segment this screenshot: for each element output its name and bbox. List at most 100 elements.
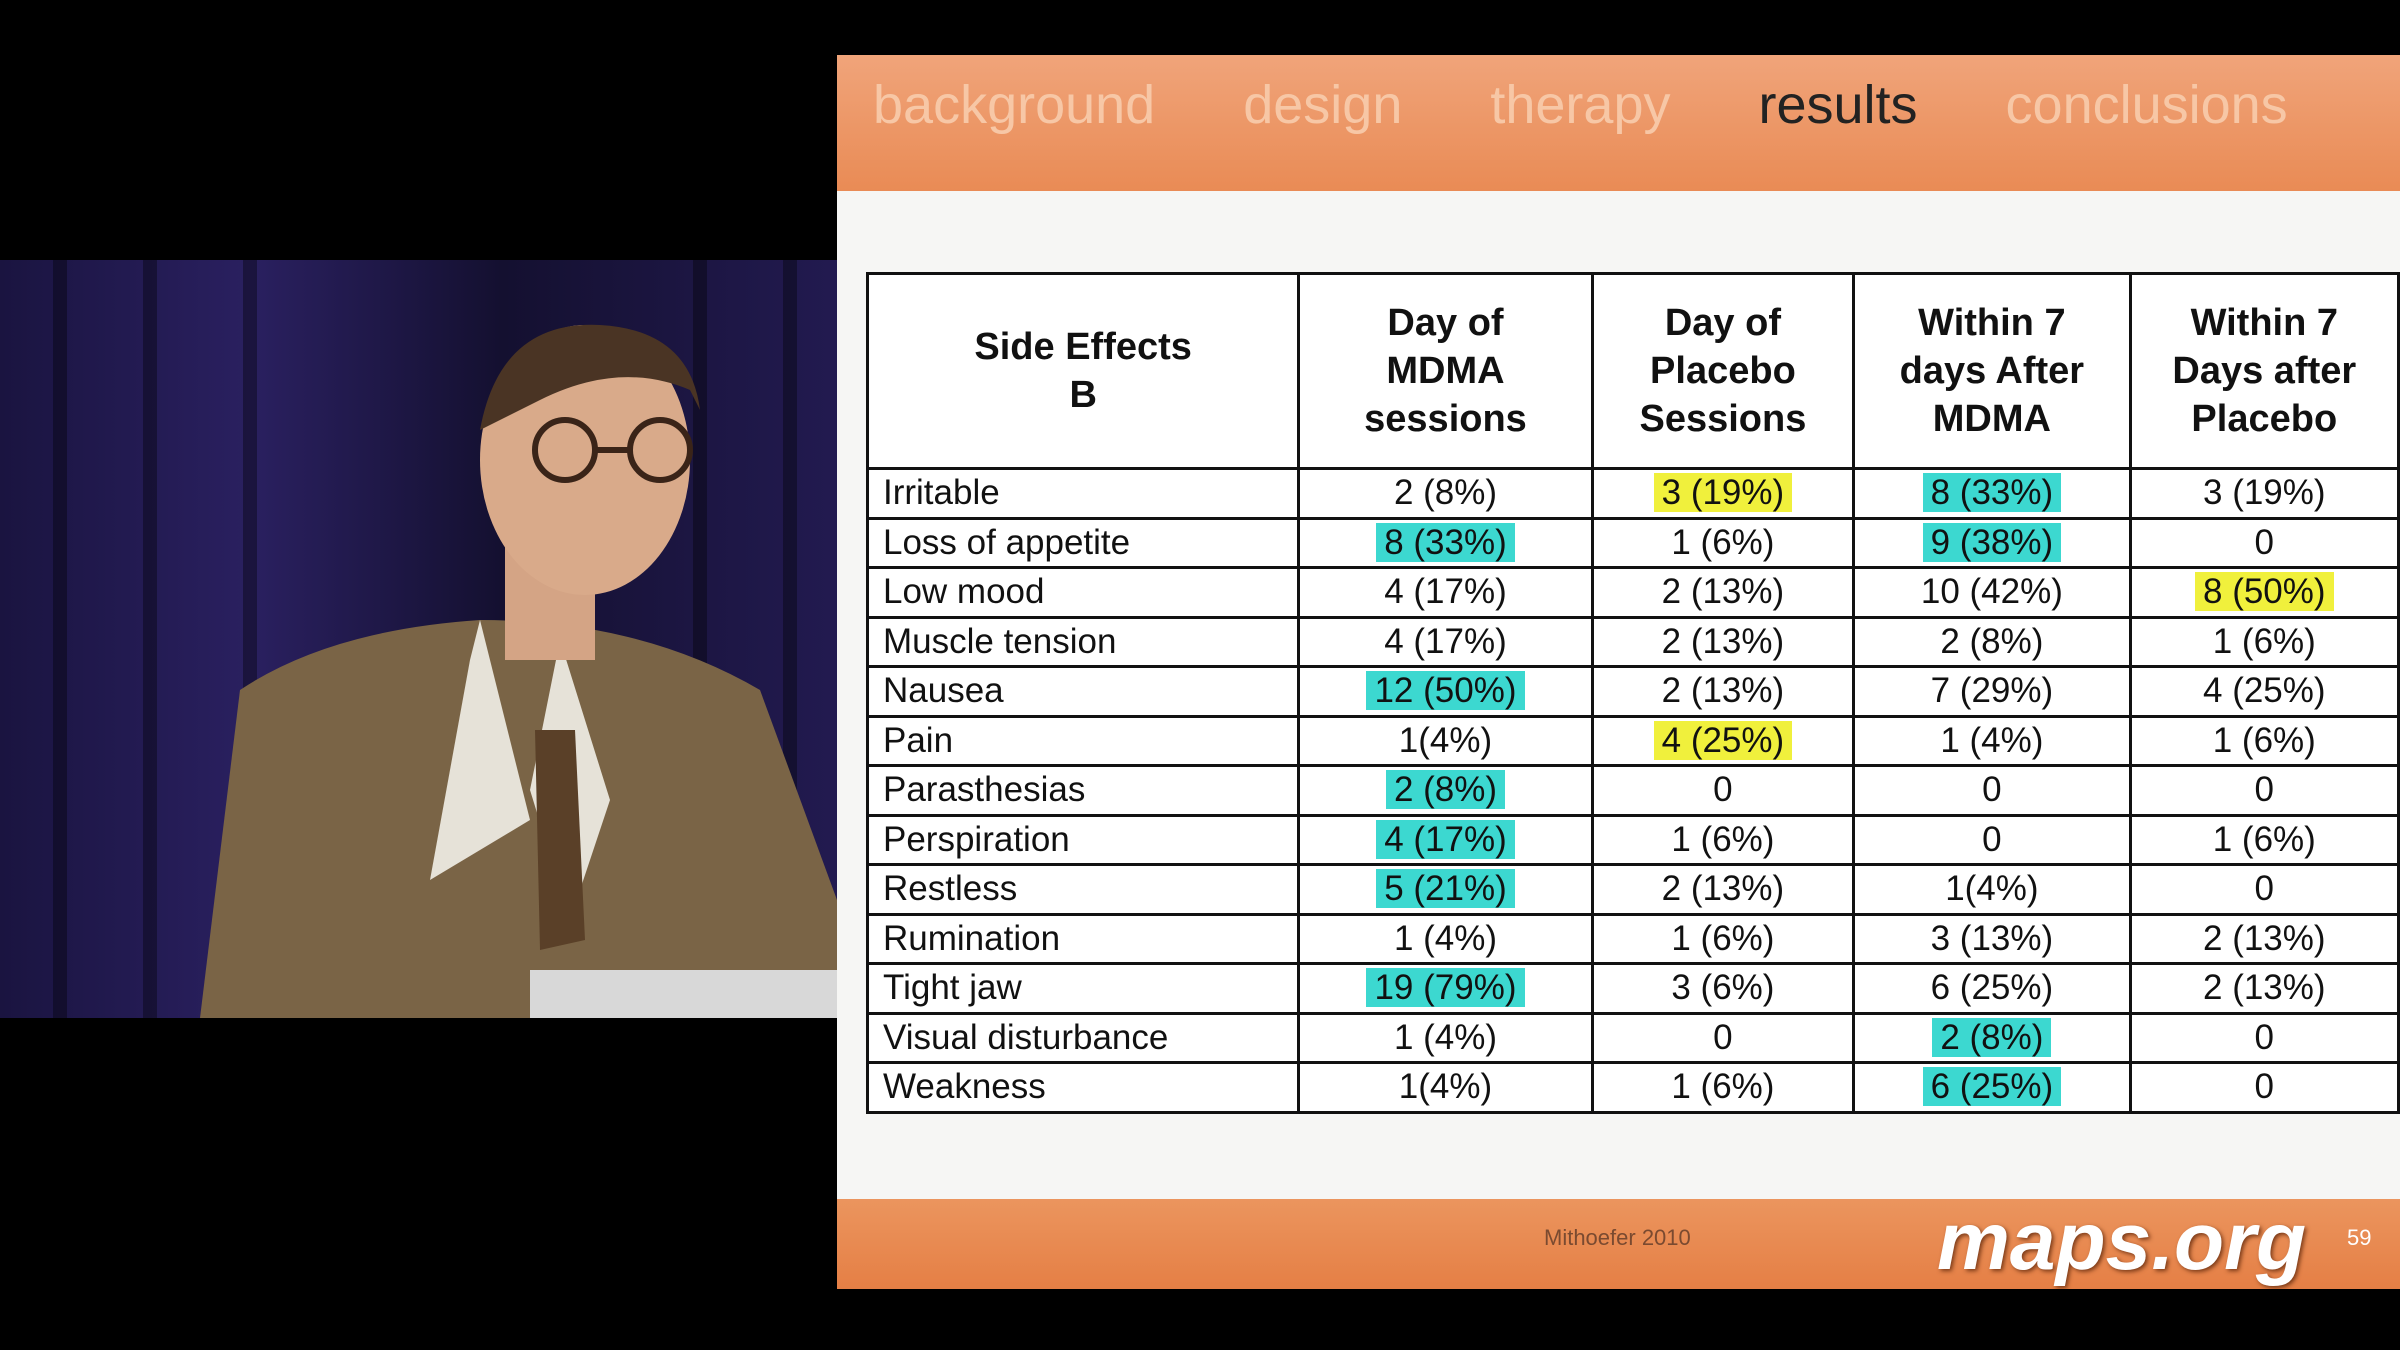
- cell-text: 0: [1713, 770, 1733, 810]
- cell-text: 2 (13%): [1661, 621, 1785, 661]
- table-row: Low mood 4 (17%) 2 (13%) 10 (42%) 8 (50%): [865, 566, 2400, 619]
- table-cell: 1 (6%): [1590, 1061, 1856, 1114]
- cell-text: 1 (4%): [1940, 720, 2044, 760]
- cell-text: 0: [2254, 522, 2275, 562]
- nav-item: therapy: [1490, 75, 1671, 135]
- table-row: Pain 1(4%) 4 (25%) 1 (4%) 1 (6%): [865, 714, 2400, 767]
- table-row: Parasthesias 2 (8%) 0 0 0: [865, 764, 2400, 817]
- table-cell: 1(4%): [1297, 714, 1594, 767]
- table-cell: 1(4%): [1852, 863, 2132, 916]
- cell-text: 1 (4%): [1393, 1017, 1498, 1057]
- table-cell: 1 (6%): [2128, 615, 2400, 668]
- cell-text: 1 (6%): [1671, 1067, 1775, 1107]
- table-cell: 0: [2128, 1011, 2400, 1064]
- cell-text: 0: [2254, 869, 2275, 909]
- citation: Mithoefer 2010: [1544, 1225, 1691, 1250]
- table-cell: 0: [2128, 1061, 2400, 1114]
- table-body: Irritable 2 (8%) 3 (19%) 8 (33%) 3 (19%) Loss…: [865, 467, 2400, 1114]
- table-row: Tight jaw 19 (79%) 3 (6%) 6 (25%) 2 (13%): [865, 962, 2400, 1015]
- column-header: Side Effects B: [865, 272, 1301, 470]
- cell-text: 8 (50%): [2195, 572, 2334, 612]
- cell-text: 9 (38%): [1922, 522, 2062, 562]
- cell-text: 4 (25%): [1653, 720, 1793, 760]
- table-row: Perspiration 4 (17%) 1 (6%) 0 1 (6%): [865, 813, 2400, 866]
- table-cell: 5 (21%): [1297, 863, 1594, 916]
- table-cell: 0: [1590, 764, 1856, 817]
- cell-text: 0: [1982, 770, 2002, 810]
- table-row: Irritable 2 (8%) 3 (19%) 8 (33%) 3 (19%): [865, 467, 2400, 520]
- logo: maps.org: [1937, 1196, 2307, 1287]
- table-cell: 1 (6%): [1590, 516, 1856, 569]
- row-label: Muscle tension: [865, 615, 1301, 668]
- row-label: Perspiration: [865, 813, 1301, 866]
- cell-text: 0: [2254, 1067, 2275, 1107]
- nav-item: conclusions: [2005, 75, 2288, 135]
- cell-text: 10 (42%): [1920, 572, 2063, 612]
- table-cell: 1 (4%): [1297, 1011, 1594, 1064]
- row-label: Rumination: [865, 912, 1301, 965]
- page-number: 59: [2347, 1225, 2372, 1250]
- row-label: Irritable: [865, 467, 1301, 520]
- table-cell: 2 (8%): [1297, 764, 1594, 817]
- cell-text: 3 (19%): [2203, 473, 2326, 513]
- table-cell: 19 (79%): [1297, 962, 1594, 1015]
- table-row: Visual disturbance 1 (4%) 0 2 (8%) 0: [865, 1011, 2400, 1064]
- table-cell: 0: [2128, 863, 2400, 916]
- cell-text: 0: [2254, 770, 2275, 810]
- table-row: Rumination 1 (4%) 1 (6%) 3 (13%) 2 (13%): [865, 912, 2400, 965]
- table-row: Weakness 1(4%) 1 (6%) 6 (25%) 0: [865, 1061, 2400, 1114]
- cell-text: 6 (25%): [1930, 968, 2054, 1008]
- cell-text: 8 (33%): [1376, 522, 1515, 562]
- table-cell: 1(4%): [1297, 1061, 1594, 1114]
- cell-text: 3 (19%): [1653, 473, 1793, 513]
- table-cell: 2 (13%): [1590, 863, 1856, 916]
- table-cell: 4 (25%): [2128, 665, 2400, 718]
- cell-text: 1 (6%): [2212, 720, 2316, 760]
- table-cell: 2 (13%): [1590, 665, 1856, 718]
- table-cell: 3 (19%): [1590, 467, 1856, 520]
- slide-nav: background design therapy results conclusion…: [873, 55, 2288, 155]
- row-label: Nausea: [865, 665, 1301, 718]
- table-cell: 2 (13%): [2128, 912, 2400, 965]
- cell-text: 3 (6%): [1671, 968, 1775, 1008]
- table-cell: 8 (50%): [2128, 566, 2400, 619]
- header-row: Side Effects B Day of MDMA sessions Day of…: [865, 272, 2400, 470]
- row-label: Pain: [865, 714, 1301, 767]
- cell-text: 1(4%): [1398, 720, 1493, 760]
- table-cell: 2 (8%): [1852, 1011, 2132, 1064]
- cell-text: 4 (17%): [1384, 572, 1507, 612]
- side-effects-table: Side Effects B Day of MDMA sessions Day of…: [865, 272, 2400, 1114]
- table-cell: 4 (17%): [1297, 566, 1594, 619]
- cell-text: 2 (13%): [1661, 572, 1785, 612]
- column-header: Day of Placebo Sessions: [1590, 272, 1856, 470]
- table-cell: 6 (25%): [1852, 962, 2132, 1015]
- row-label: Loss of appetite: [865, 516, 1301, 569]
- column-header: Within 7 Days after Placebo: [2128, 272, 2400, 470]
- table-cell: 8 (33%): [1852, 467, 2132, 520]
- slide-header-bar: [837, 55, 2400, 191]
- cell-text: 2 (8%): [1393, 473, 1498, 513]
- cell-text: 1 (6%): [2212, 819, 2316, 859]
- table-cell: 3 (19%): [2128, 467, 2400, 520]
- table-row: Muscle tension 4 (17%) 2 (13%) 2 (8%) 1 (6%): [865, 615, 2400, 668]
- table-cell: 2 (13%): [1590, 615, 1856, 668]
- table-cell: 2 (8%): [1297, 467, 1594, 520]
- table-cell: 2 (13%): [1590, 566, 1856, 619]
- table-cell: 1 (6%): [1590, 912, 1856, 965]
- cell-text: 2 (13%): [1661, 671, 1785, 711]
- cell-text: 1 (6%): [2212, 621, 2316, 661]
- cell-text: 1 (4%): [1393, 918, 1498, 958]
- cell-text: 2 (13%): [2203, 918, 2326, 958]
- table-cell: 9 (38%): [1852, 516, 2132, 569]
- table-cell: 4 (17%): [1297, 615, 1594, 668]
- cell-text: 5 (21%): [1376, 869, 1515, 909]
- table-cell: 2 (13%): [2128, 962, 2400, 1015]
- slide-footer-bar: [837, 1199, 2400, 1289]
- nav-item: background: [873, 75, 1156, 135]
- table-cell: 3 (6%): [1590, 962, 1856, 1015]
- cell-text: 2 (13%): [2203, 968, 2326, 1008]
- table-row: Loss of appetite 8 (33%) 1 (6%) 9 (38%) 0: [865, 516, 2400, 569]
- cell-text: 2 (8%): [1940, 621, 2044, 661]
